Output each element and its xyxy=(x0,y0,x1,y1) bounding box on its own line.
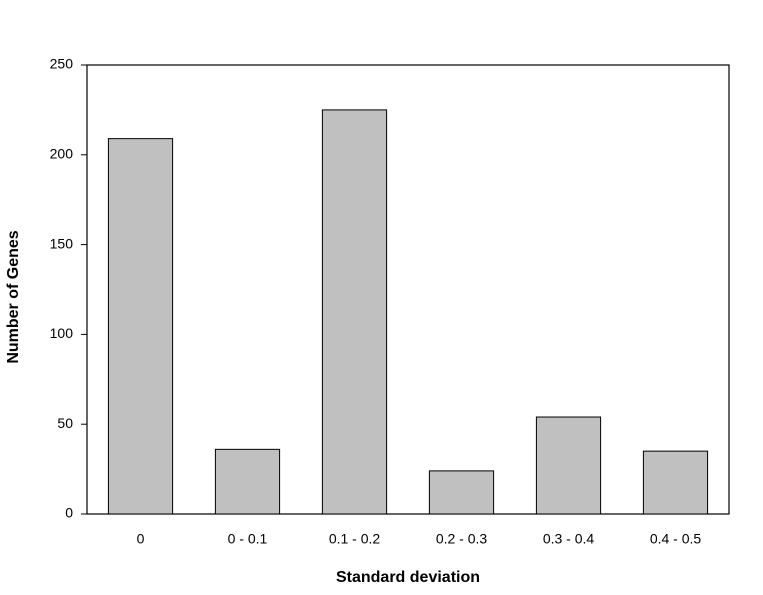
y-tick-label: 150 xyxy=(50,235,74,251)
x-tick-label: 0.1 - 0.2 xyxy=(329,531,381,547)
y-tick-label: 0 xyxy=(65,505,73,521)
x-tick-label: 0 xyxy=(137,531,145,547)
x-tick-label: 0.3 - 0.4 xyxy=(543,531,595,547)
bar xyxy=(107,138,174,515)
bar xyxy=(535,416,602,515)
y-tick-label: 250 xyxy=(50,56,74,72)
x-tick-label: 0.4 - 0.5 xyxy=(650,531,702,547)
x-tick-label: 0 - 0.1 xyxy=(228,531,268,547)
bar xyxy=(428,470,495,515)
plot-frame xyxy=(86,64,730,515)
y-tick-label: 200 xyxy=(50,146,74,162)
bar xyxy=(321,109,388,515)
x-tick-label: 0.2 - 0.3 xyxy=(436,531,488,547)
y-axis-label: Number of Genes xyxy=(5,230,22,363)
x-axis-label: Standard deviation xyxy=(336,569,480,586)
bar xyxy=(214,448,281,515)
bar xyxy=(642,450,709,515)
y-tick-label: 50 xyxy=(57,415,73,431)
y-tick-label: 100 xyxy=(50,325,74,341)
